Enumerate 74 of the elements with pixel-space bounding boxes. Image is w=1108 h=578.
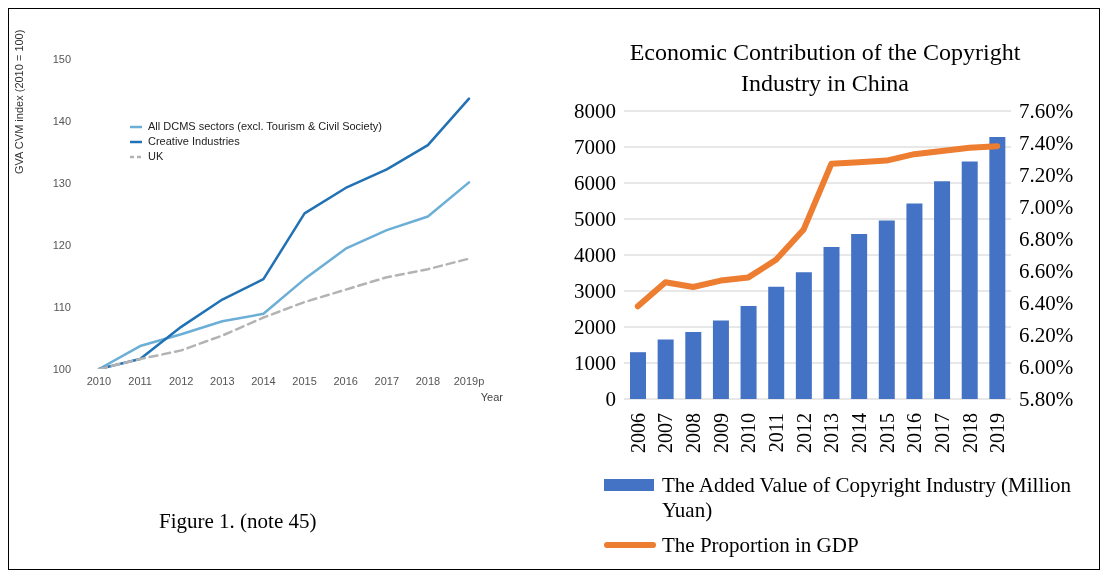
y-tick-label: 1000 <box>574 351 616 376</box>
x-tick-label: 2007 <box>654 413 677 453</box>
x-tick-label: 2006 <box>626 413 649 453</box>
x-tick-label: 2008 <box>682 413 705 453</box>
y-tick-label: 5000 <box>574 207 616 232</box>
y2-tick-label: 7.20% <box>1019 163 1074 188</box>
legend-label: The Added Value of Copyright Industry (Million Yuan) <box>662 473 1073 523</box>
y-tick-label: 7000 <box>574 135 616 160</box>
y-tick-label: 6000 <box>574 171 616 196</box>
bar <box>740 306 757 399</box>
x-tick-label: 2018 <box>415 374 441 387</box>
y2-tick-label: 7.40% <box>1019 131 1074 156</box>
bar <box>630 352 646 399</box>
x-tick-label: 2009 <box>709 413 732 453</box>
line-series <box>97 257 471 369</box>
y-tick-label: 120 <box>52 238 71 251</box>
bar <box>795 272 812 399</box>
legend-label: The Proportion in GDP <box>662 533 859 558</box>
x-tick-label: 2015 <box>292 374 317 387</box>
x-tick-label: 2019 <box>986 413 1009 453</box>
y-tick-label: 150 <box>52 52 71 65</box>
x-tick-label: 2017 <box>930 413 953 453</box>
chart-title: Economic Contribution of the Copyright Industry in China <box>628 38 1022 98</box>
y-tick-label: 3000 <box>574 279 616 304</box>
x-tick-label: 2012 <box>792 413 815 453</box>
legend-label: Creative Industries <box>148 134 240 149</box>
bar <box>768 286 785 399</box>
x-tick-label: 2013 <box>820 413 843 453</box>
legend-label: UK <box>148 149 164 164</box>
y-tick-label: 4000 <box>574 243 616 268</box>
x-tick-label: 2015 <box>875 413 898 453</box>
x-tick-label: 2016 <box>333 374 358 387</box>
y2-tick-label: 7.00% <box>1019 195 1074 220</box>
x-axis-title: Year <box>480 391 504 403</box>
legend-label: All DCMS sectors (excl. Tourism & Civil Society) <box>148 119 382 134</box>
bar <box>989 136 1006 399</box>
x-tick-label: 2010 <box>86 374 112 387</box>
y2-tick-label: 6.40% <box>1019 291 1074 316</box>
x-tick-label: 2010 <box>737 413 760 453</box>
y-tick-label: 2000 <box>574 315 616 340</box>
line-series <box>97 181 471 369</box>
x-tick-label: 2011 <box>128 374 152 387</box>
x-tick-label: 2017 <box>374 374 400 387</box>
y2-tick-label: 6.00% <box>1019 355 1074 380</box>
bar <box>685 332 702 399</box>
bar <box>934 181 951 399</box>
y2-tick-label: 5.80% <box>1019 387 1074 412</box>
y2-tick-label: 6.60% <box>1019 259 1074 284</box>
x-tick-label: 2019p <box>453 374 485 387</box>
x-tick-label: 2016 <box>903 413 926 453</box>
y2-tick-label: 7.60% <box>1019 99 1074 124</box>
y-axis-title: GVA CVM index (2010 = 100) <box>12 29 25 174</box>
x-tick-label: 2012 <box>168 374 194 387</box>
y-tick-label: 8000 <box>574 99 616 124</box>
y-tick-label: 0 <box>605 387 616 412</box>
x-tick-label: 2014 <box>847 413 870 453</box>
y-tick-label: 140 <box>52 114 71 127</box>
x-tick-label: 2018 <box>958 413 981 453</box>
y2-tick-label: 6.20% <box>1019 323 1074 348</box>
caption: Figure 1. (note 45) <box>159 509 317 534</box>
y2-tick-label: 6.80% <box>1019 227 1074 252</box>
bar <box>712 320 729 399</box>
x-tick-label: 2011 <box>765 413 788 453</box>
bar <box>878 220 895 399</box>
bar <box>961 161 978 399</box>
x-tick-label: 2013 <box>210 374 235 387</box>
bar <box>851 234 868 399</box>
bar <box>906 203 923 399</box>
bar <box>823 247 840 399</box>
y-tick-label: 130 <box>52 176 71 189</box>
x-tick-label: 2014 <box>251 374 276 387</box>
y-tick-label: 110 <box>53 300 71 313</box>
y-tick-label: 100 <box>52 362 71 375</box>
bar <box>657 339 674 399</box>
